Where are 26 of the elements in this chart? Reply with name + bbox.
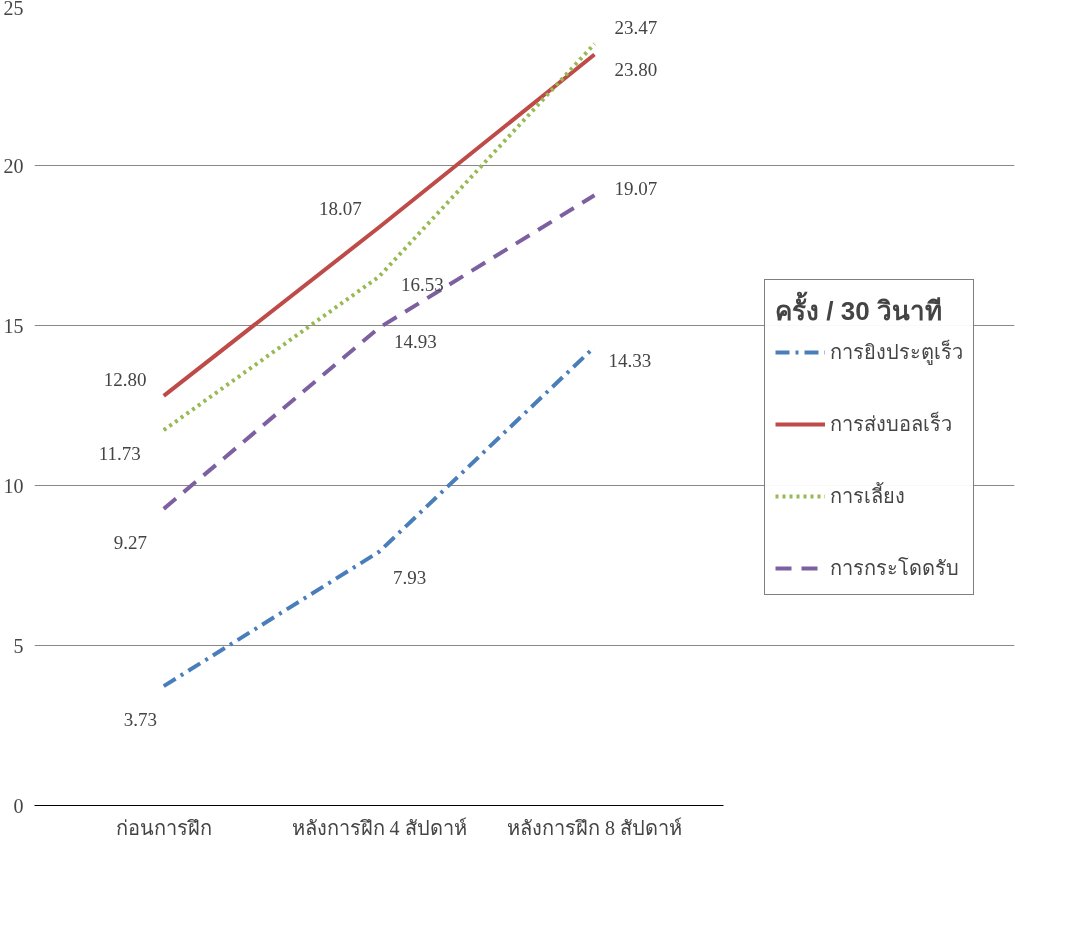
x-tick-label: ก่อนการฝึก: [115, 816, 212, 839]
x-tick-label: หลังการฝึก 8 สัปดาห์: [507, 816, 682, 839]
data-label: 12.80: [103, 368, 147, 390]
y-tick-label: 5: [13, 634, 24, 657]
legend-label: การยิงประตูเร็ว: [830, 338, 963, 367]
y-tick-label: 25: [3, 0, 24, 19]
legend-label: การเลี้ยง: [830, 481, 905, 509]
data-label: 19.07: [614, 178, 658, 200]
data-label: 11.73: [98, 443, 141, 465]
y-tick-label: 0: [13, 794, 24, 817]
legend-title: ครั้ง / 30 วินาที: [775, 290, 943, 328]
data-label: 9.27: [113, 531, 147, 553]
data-label: 23.47: [614, 17, 658, 39]
legend-label: การกระโดดรับ: [830, 556, 959, 581]
data-label: 23.80: [614, 58, 658, 80]
y-tick-label: 10: [3, 474, 24, 497]
y-tick-label: 20: [3, 154, 24, 177]
legend-label: การส่งบอลเร็ว: [830, 410, 952, 437]
data-label: 7.93: [393, 566, 427, 588]
data-label: 3.73: [123, 709, 157, 731]
data-label: 14.33: [608, 349, 652, 371]
data-label: 14.93: [394, 330, 437, 352]
y-tick-label: 15: [3, 314, 24, 337]
data-label: 16.53: [401, 273, 444, 295]
x-tick-label: หลังการฝึก 4 สัปดาห์: [291, 816, 467, 839]
data-label: 18.07: [319, 198, 362, 220]
